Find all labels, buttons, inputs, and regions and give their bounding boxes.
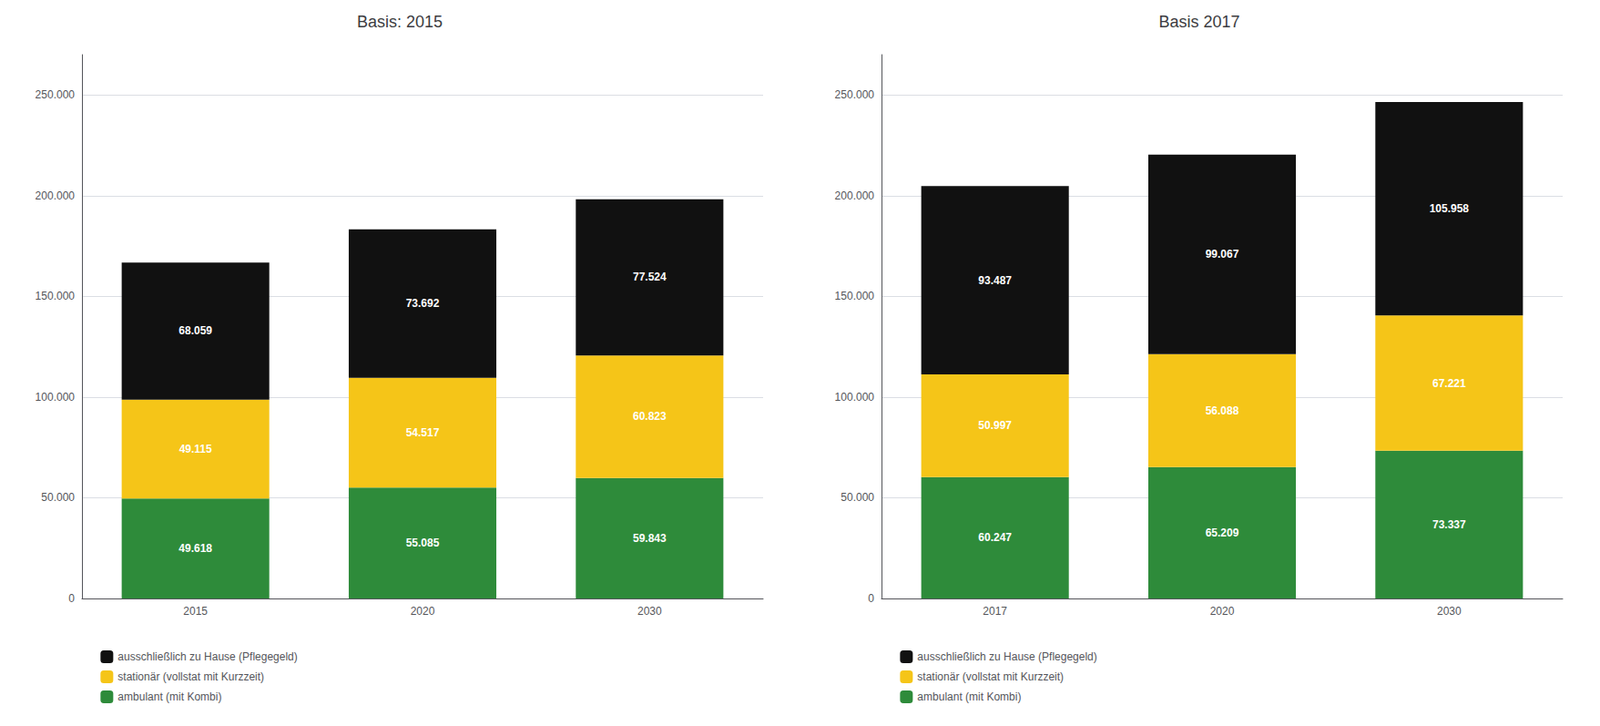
svg-text:150.000: 150.000 xyxy=(35,289,76,303)
svg-text:2020: 2020 xyxy=(1210,604,1235,618)
svg-text:150.000: 150.000 xyxy=(835,289,876,303)
svg-text:ambulant (mit Kombi): ambulant (mit Kombi) xyxy=(917,690,1021,704)
svg-text:54.517: 54.517 xyxy=(406,426,440,439)
svg-text:ausschließlich zu Hause (Pfleg: ausschließlich zu Hause (Pflegegeld) xyxy=(917,650,1097,663)
svg-text:200.000: 200.000 xyxy=(35,189,76,203)
svg-text:77.524: 77.524 xyxy=(632,270,667,284)
svg-text:100.000: 100.000 xyxy=(35,390,76,404)
svg-text:2015: 2015 xyxy=(183,604,208,618)
svg-text:2020: 2020 xyxy=(410,604,436,618)
svg-text:105.958: 105.958 xyxy=(1429,202,1470,215)
svg-text:2017: 2017 xyxy=(982,604,1008,618)
svg-text:50.000: 50.000 xyxy=(40,490,75,504)
svg-text:49.115: 49.115 xyxy=(179,442,213,456)
svg-text:49.618: 49.618 xyxy=(178,541,213,555)
svg-text:55.085: 55.085 xyxy=(406,536,440,550)
svg-text:50.000: 50.000 xyxy=(840,490,875,504)
svg-text:250.000: 250.000 xyxy=(835,88,876,102)
svg-text:Basis: 2015: Basis: 2015 xyxy=(356,12,443,31)
svg-text:65.209: 65.209 xyxy=(1205,526,1240,540)
svg-text:0: 0 xyxy=(867,591,875,605)
svg-text:Basis 2017: Basis 2017 xyxy=(1158,12,1240,31)
svg-text:60.247: 60.247 xyxy=(978,530,1012,544)
svg-text:100.000: 100.000 xyxy=(835,390,876,404)
svg-text:99.067: 99.067 xyxy=(1205,247,1240,261)
svg-text:73.692: 73.692 xyxy=(406,296,440,310)
svg-text:60.823: 60.823 xyxy=(632,409,667,423)
svg-text:59.843: 59.843 xyxy=(632,531,667,545)
svg-text:2030: 2030 xyxy=(1436,604,1462,618)
svg-text:0: 0 xyxy=(68,591,75,605)
svg-text:2030: 2030 xyxy=(637,604,663,618)
svg-text:50.997: 50.997 xyxy=(978,418,1012,432)
svg-text:67.221: 67.221 xyxy=(1432,377,1467,390)
svg-text:ambulant (mit Kombi): ambulant (mit Kombi) xyxy=(117,690,222,704)
svg-text:stationär (vollstat mit Kurzze: stationär (vollstat mit Kurzzeit) xyxy=(917,670,1064,683)
svg-text:200.000: 200.000 xyxy=(835,189,876,203)
svg-text:73.337: 73.337 xyxy=(1432,518,1467,531)
svg-text:ausschließlich zu Hause (Pfleg: ausschließlich zu Hause (Pflegegeld) xyxy=(117,650,297,663)
svg-text:stationär (vollstat mit Kurzze: stationär (vollstat mit Kurzzeit) xyxy=(117,670,265,683)
svg-text:68.059: 68.059 xyxy=(178,324,213,337)
svg-text:250.000: 250.000 xyxy=(35,88,76,102)
svg-text:93.487: 93.487 xyxy=(978,274,1012,287)
svg-text:56.088: 56.088 xyxy=(1205,404,1240,418)
